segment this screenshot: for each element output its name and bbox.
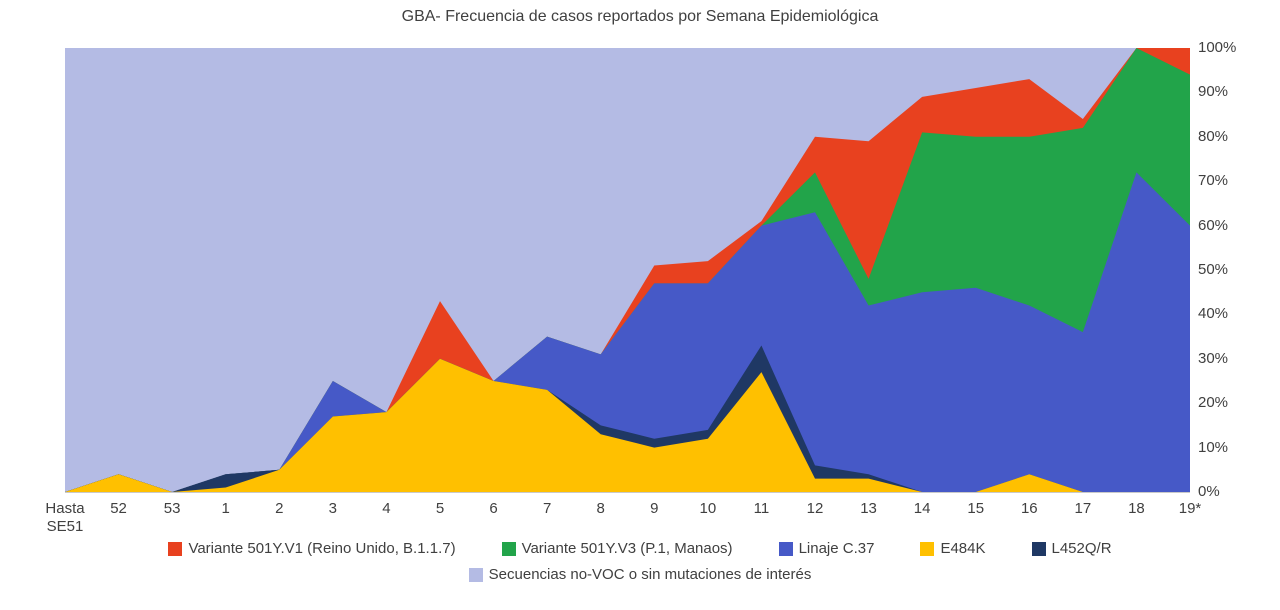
y-tick-label: 10% [1198,438,1229,456]
x-tick-label: 18 [1128,500,1145,517]
legend-row-2: Secuencias no-VOC o sin mutaciones de in… [0,566,1280,583]
x-tick-label: 19* [1178,500,1202,517]
legend-swatch [468,567,483,582]
x-tick-label: 15 [967,500,985,517]
x-tick-label: 52 [110,500,127,517]
legend-swatch [778,541,793,556]
x-tick-label: 11 [753,500,770,517]
legend-item: E484K [920,540,986,557]
y-tick-label: 0% [1198,483,1220,500]
area-linaje-c-37 [65,172,1190,492]
legend-item: Secuencias no-VOC o sin mutaciones de in… [468,566,812,583]
chart-title: GBA- Frecuencia de casos reportados por … [401,8,879,25]
legend-label: E484K [940,540,986,557]
x-tick-label: 53 [163,500,181,517]
stacked-area-plot [65,48,1190,492]
legend-label: Linaje C.37 [798,540,875,557]
legend-swatch [168,541,183,556]
x-tick-label: 4 [382,500,391,517]
x-tick-label: Hasta SE51 [45,500,85,535]
x-tick-label: 2 [275,500,284,517]
x-tick-label: 9 [650,500,659,517]
x-tick-label: 14 [913,500,931,517]
legend-item: Variante 501Y.V3 (P.1, Manaos) [501,540,733,557]
legend-swatch [1031,541,1046,556]
legend-label: Secuencias no-VOC o sin mutaciones de in… [488,566,812,583]
legend-label: L452Q/R [1051,540,1112,557]
x-tick-label: 17 [1074,500,1092,517]
x-axis-line [65,492,1190,493]
legend-row-1: Variante 501Y.V1 (Reino Unido, B.1.1.7) V… [0,540,1280,557]
y-tick-label: 60% [1198,216,1229,234]
y-tick-label: 50% [1198,261,1229,278]
x-tick-label: 10 [699,500,717,517]
legend-item: Linaje C.37 [778,540,875,557]
legend-label: Variante 501Y.V3 (P.1, Manaos) [521,540,733,557]
x-tick-label: 7 [542,500,552,517]
y-tick-label: 20% [1198,394,1229,412]
x-tick-label: 1 [221,500,230,517]
area-e484k [65,358,1190,492]
x-tick-label: 12 [806,500,824,517]
x-tick-label: 8 [596,500,605,517]
y-tick-label: 100% [1198,39,1237,56]
legend-item: Variante 501Y.V1 (Reino Unido, B.1.1.7) [168,540,456,557]
x-tick-label: 5 [435,500,445,517]
y-tick-label: 40% [1198,305,1229,323]
legend-label: Variante 501Y.V1 (Reino Unido, B.1.1.7) [188,540,456,557]
x-tick-label: 13 [860,500,877,517]
x-tick-label: 16 [1020,500,1038,517]
legend-swatch [501,541,516,556]
y-tick-label: 90% [1198,83,1229,101]
x-tick-label: 3 [328,500,338,517]
y-tick-label: 30% [1198,349,1229,367]
legend-item: L452Q/R [1031,540,1112,557]
x-tick-label: 6 [489,500,498,517]
y-tick-label: 70% [1198,172,1229,190]
legend-swatch [920,541,935,556]
y-tick-label: 80% [1198,127,1229,145]
chart-legend: Variante 501Y.V1 (Reino Unido, B.1.1.7) V… [0,540,1280,592]
